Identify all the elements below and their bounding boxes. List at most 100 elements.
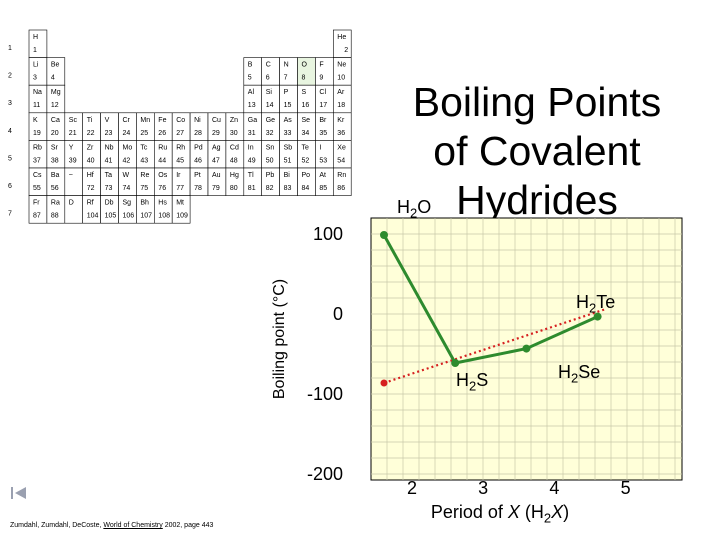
atomic-number: 22: [87, 130, 95, 137]
element-symbol: Mo: [123, 144, 133, 151]
element-symbol: Ge: [266, 117, 275, 124]
atomic-number: 52: [302, 157, 310, 164]
element-symbol: Be: [51, 62, 60, 69]
atomic-number: 11: [33, 102, 40, 109]
element-symbol: B: [248, 62, 253, 69]
element-cell: Ra 88: [46, 195, 66, 224]
atomic-number: 43: [140, 157, 148, 164]
element-symbol: Rb: [33, 144, 42, 151]
element-symbol: I: [319, 144, 321, 151]
element-symbol: Sn: [266, 144, 275, 151]
element-cell: Pt 78: [189, 167, 209, 196]
element-cell: Se 34: [297, 112, 316, 141]
atomic-number: 49: [248, 157, 256, 164]
element-symbol: Mt: [176, 200, 184, 207]
x-tick-label: 2: [406, 478, 417, 498]
slide-title: Boiling Points of Covalent Hydrides: [362, 78, 712, 225]
element-symbol: Hg: [230, 172, 239, 179]
element-symbol: N: [284, 62, 289, 69]
atomic-number: 18: [337, 102, 345, 109]
atomic-number: 80: [230, 185, 238, 192]
atomic-number: 42: [123, 157, 131, 164]
element-symbol: Te: [302, 144, 310, 151]
atomic-number: 25: [140, 130, 148, 137]
atomic-number: 41: [105, 157, 113, 164]
atomic-number: 84: [302, 185, 310, 192]
element-symbol: Cd: [230, 144, 239, 151]
period-number: 5: [8, 155, 12, 162]
x-tick-label: 5: [620, 478, 631, 498]
element-symbol: In: [248, 144, 254, 151]
atomic-number: 73: [105, 185, 113, 192]
element-symbol: Db: [105, 200, 114, 207]
element-symbol: Ru: [158, 144, 167, 151]
y-axis-label: Boiling point (°C): [271, 278, 288, 400]
element-symbol: ~: [69, 172, 73, 179]
element-symbol: Bi: [284, 172, 291, 179]
element-cell: Be 4: [46, 57, 66, 86]
atomic-number: 104: [87, 213, 99, 220]
element-symbol: H: [33, 34, 38, 41]
atomic-number: 20: [51, 130, 59, 137]
atomic-number: 39: [69, 157, 77, 164]
element-symbol: Rn: [337, 172, 346, 179]
trend-line-extrapolated: [383, 308, 606, 385]
atomic-number: 105: [105, 213, 117, 220]
atomic-number: 13: [248, 102, 256, 109]
element-symbol: Pd: [194, 144, 203, 151]
atomic-number: 108: [158, 213, 170, 220]
element-symbol: Bh: [140, 200, 149, 207]
back-to-start-icon[interactable]: [10, 486, 30, 500]
atomic-number: 47: [212, 157, 220, 164]
atomic-number: 3: [33, 75, 37, 82]
atomic-number: 29: [212, 130, 220, 137]
y-tick-label: 0: [332, 304, 343, 324]
atomic-number: 32: [266, 130, 274, 137]
element-symbol: Sg: [123, 200, 132, 207]
atomic-number: 9: [319, 75, 323, 82]
atomic-number: 19: [33, 130, 41, 137]
data-point-h2o: [380, 231, 388, 239]
y-tick-label: 100: [312, 224, 343, 244]
element-cell: Si 14: [261, 84, 280, 114]
element-symbol: Ra: [51, 200, 60, 207]
atomic-number: 37: [33, 157, 41, 164]
atomic-number: 14: [266, 102, 274, 109]
label-h2s: H2S: [456, 370, 489, 394]
atomic-number: 28: [194, 130, 202, 137]
atomic-number: 4: [51, 75, 55, 82]
atomic-number: 46: [194, 157, 202, 164]
atomic-number: 6: [266, 75, 270, 82]
element-symbol: Se: [302, 117, 311, 124]
atomic-number: 24: [123, 130, 131, 137]
period-number: 3: [8, 100, 12, 107]
atomic-number: 10: [337, 75, 345, 82]
element-symbol: Mn: [140, 117, 150, 124]
label-h2te: H2Te: [576, 292, 616, 316]
atomic-number: 33: [284, 130, 292, 137]
element-symbol: Ca: [51, 117, 60, 124]
x-tick-label: 4: [549, 478, 560, 498]
element-cell: Rf 104: [82, 195, 101, 224]
trend-point-period-2: [380, 379, 388, 387]
atomic-number: 15: [284, 102, 292, 109]
element-cell: Rn 86: [332, 167, 352, 196]
atomic-number: 44: [158, 157, 166, 164]
atomic-number: 88: [51, 213, 59, 220]
element-symbol: Sb: [284, 144, 293, 151]
x-tick-label: 3: [478, 478, 489, 498]
data-point-h2te: [593, 312, 602, 321]
element-symbol: As: [284, 117, 293, 124]
element-cell: Fe 26: [154, 112, 173, 141]
atomic-number: 2: [344, 47, 348, 54]
atomic-number: 50: [266, 157, 274, 164]
atomic-number: 8: [302, 75, 306, 82]
period-number: 4: [8, 128, 12, 135]
element-symbol: Ta: [105, 172, 113, 179]
element-symbol: Ga: [248, 117, 257, 124]
atomic-number: 7: [284, 75, 288, 82]
element-symbol: Mg: [51, 89, 61, 96]
atomic-number: 40: [87, 157, 95, 164]
element-symbol: Ne: [337, 62, 346, 69]
